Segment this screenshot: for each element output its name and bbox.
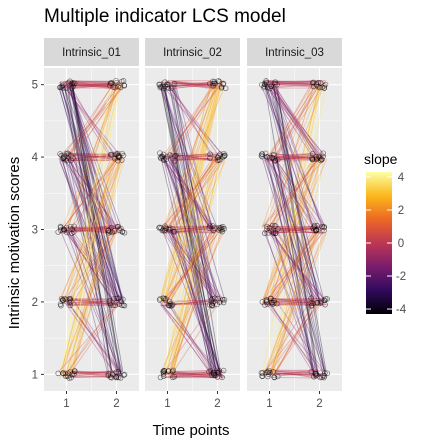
x-tick-label: 1 <box>164 398 170 410</box>
facet-panel-2: Intrinsic_02 1 2 <box>145 38 240 410</box>
x-tick-label: 2 <box>113 398 119 410</box>
x-tick-label: 2 <box>214 398 220 410</box>
y-tick-label: 5 <box>32 80 38 92</box>
facet-strip-label: Intrinsic_01 <box>62 47 121 59</box>
y-tick-label: 3 <box>32 225 38 237</box>
observation-points <box>156 78 229 381</box>
x-tick-label: 1 <box>266 398 272 410</box>
trajectory-lines <box>261 79 328 379</box>
facet-panel-3: Intrinsic_03 1 2 <box>247 38 342 410</box>
legend-tick-label: 4 <box>398 172 405 184</box>
legend-tick-label: 0 <box>398 238 404 250</box>
chart-title: Multiple indicator LCS model <box>44 6 286 27</box>
observation-points <box>258 78 331 381</box>
facet-panel-1: Intrinsic_01 1 2 <box>44 38 139 410</box>
y-tick-label: 1 <box>32 369 38 381</box>
legend-title: slope <box>364 151 398 167</box>
x-tick-label: 1 <box>63 398 69 410</box>
legend-tick-label: 2 <box>398 205 404 217</box>
facet-strip <box>145 38 240 66</box>
y-axis-title: Intrinsic motivation scores <box>6 157 23 330</box>
facet-strip-label: Intrinsic_03 <box>265 47 324 59</box>
facet-strip <box>247 38 342 66</box>
observation-points <box>55 77 128 381</box>
x-tick-label: 2 <box>316 398 322 410</box>
legend-tick-label: -2 <box>396 271 406 283</box>
y-tick-label: 4 <box>32 152 39 164</box>
facet-strip-label: Intrinsic_02 <box>163 47 222 59</box>
facet-strip <box>44 38 139 66</box>
legend-tick-label: -4 <box>396 304 407 316</box>
x-axis-title: Time points <box>153 422 230 439</box>
y-tick-label: 2 <box>32 297 38 309</box>
trajectory-lines <box>159 80 226 379</box>
